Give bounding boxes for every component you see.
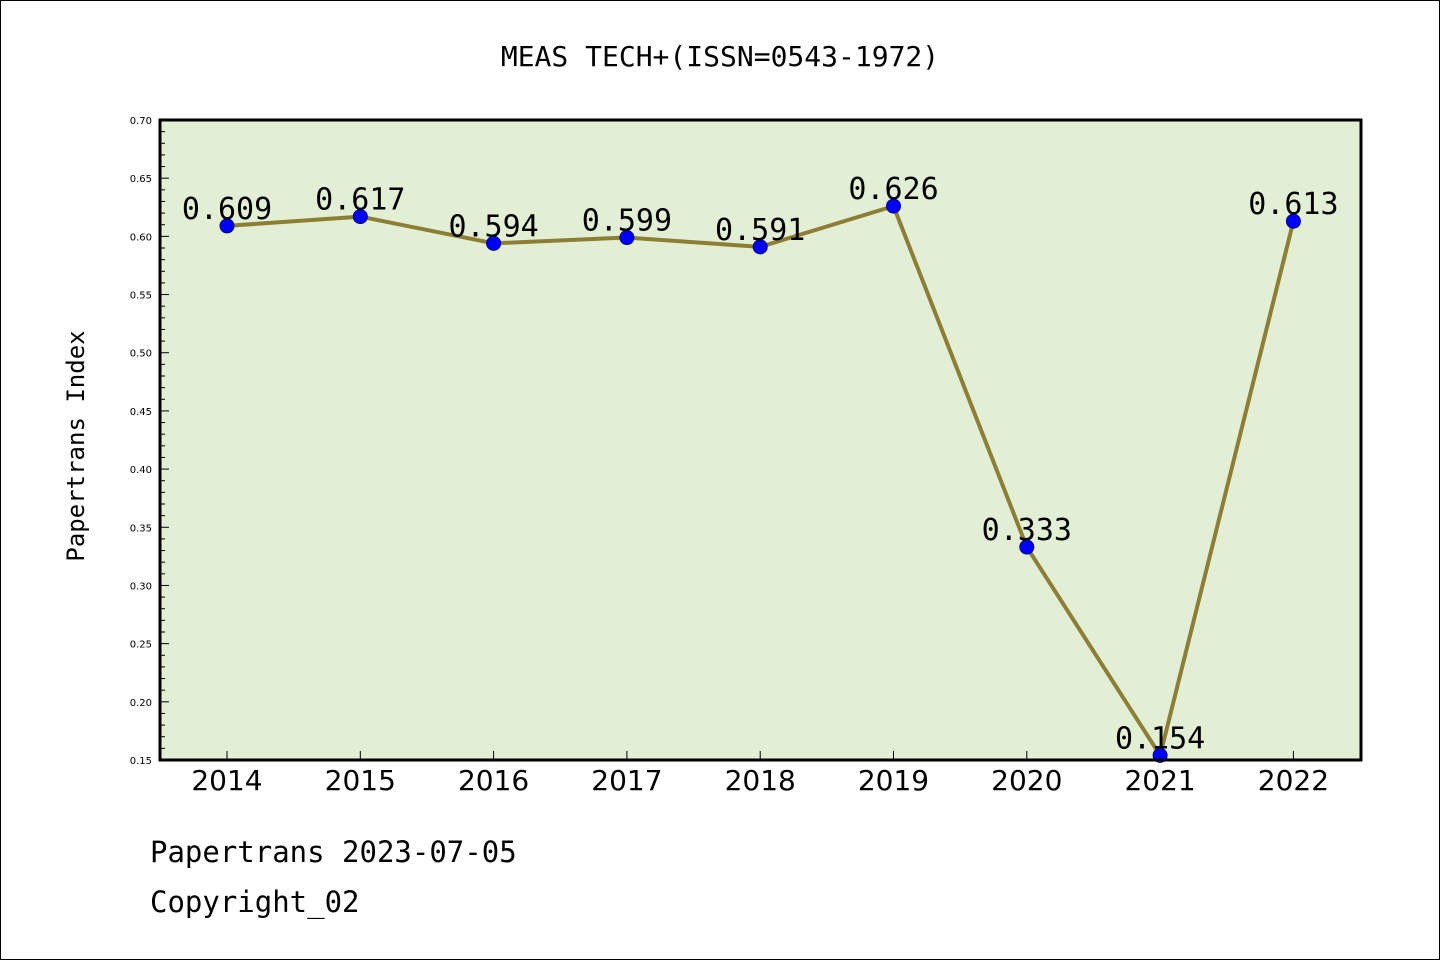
y-tick-label: 0.40 bbox=[130, 465, 152, 476]
data-label: 0.333 bbox=[982, 513, 1072, 548]
y-tick-label: 0.25 bbox=[130, 640, 152, 651]
plot-area bbox=[160, 120, 1361, 760]
y-tick-label: 0.35 bbox=[130, 523, 152, 534]
footer-copyright: Copyright_02 bbox=[150, 885, 360, 919]
y-tick-label: 0.55 bbox=[130, 291, 152, 302]
data-label: 0.591 bbox=[715, 213, 805, 248]
data-label: 0.154 bbox=[1115, 721, 1205, 756]
series-line-group: 0.609 0.617 0.594 0.599 0.591 0.626 0.333 0.154… bbox=[182, 172, 1339, 763]
data-point bbox=[1285, 213, 1301, 229]
y-tick-label: 0.60 bbox=[130, 232, 152, 243]
data-point bbox=[752, 239, 768, 255]
y-tick-label: 0.65 bbox=[130, 174, 152, 185]
x-tick-label: 2022 bbox=[1258, 764, 1329, 797]
x-axis-ticks: 2014 2015 2016 2017 2018 2019 2020 2021 2022 bbox=[191, 751, 1329, 797]
data-label: 0.613 bbox=[1248, 187, 1338, 222]
data-label: 0.594 bbox=[448, 209, 538, 244]
x-tick-label: 2014 bbox=[191, 764, 262, 797]
y-tick-label: 0.30 bbox=[130, 581, 152, 592]
y-tick-label: 0.50 bbox=[130, 349, 152, 360]
x-tick-label: 2016 bbox=[458, 764, 529, 797]
x-tick-label: 2021 bbox=[1124, 764, 1195, 797]
chart-title: MEAS TECH+(ISSN=0543-1972) bbox=[501, 40, 939, 73]
x-tick-label: 2015 bbox=[325, 764, 396, 797]
y-axis-label: Papertrans Index bbox=[62, 330, 90, 561]
x-tick-label: 2018 bbox=[725, 764, 796, 797]
footer-date: Papertrans 2023-07-05 bbox=[150, 835, 517, 869]
data-point bbox=[219, 218, 235, 234]
data-point bbox=[486, 235, 502, 251]
data-label: 0.626 bbox=[848, 172, 938, 207]
data-label: 0.617 bbox=[315, 183, 405, 218]
y-tick-label: 0.15 bbox=[130, 756, 152, 767]
y-tick-label: 0.45 bbox=[130, 407, 152, 418]
y-tick-label: 0.70 bbox=[130, 116, 152, 127]
data-point bbox=[1019, 539, 1035, 555]
y-tick-label: 0.20 bbox=[130, 698, 152, 709]
data-label: 0.599 bbox=[582, 204, 672, 239]
data-point bbox=[619, 230, 635, 246]
data-point bbox=[352, 209, 368, 225]
plot-border bbox=[158, 118, 1363, 762]
data-point bbox=[886, 198, 901, 214]
x-tick-label: 2019 bbox=[858, 764, 929, 797]
data-label: 0.609 bbox=[182, 192, 272, 227]
x-tick-label: 2017 bbox=[591, 764, 662, 797]
x-tick-label: 2020 bbox=[991, 764, 1062, 797]
